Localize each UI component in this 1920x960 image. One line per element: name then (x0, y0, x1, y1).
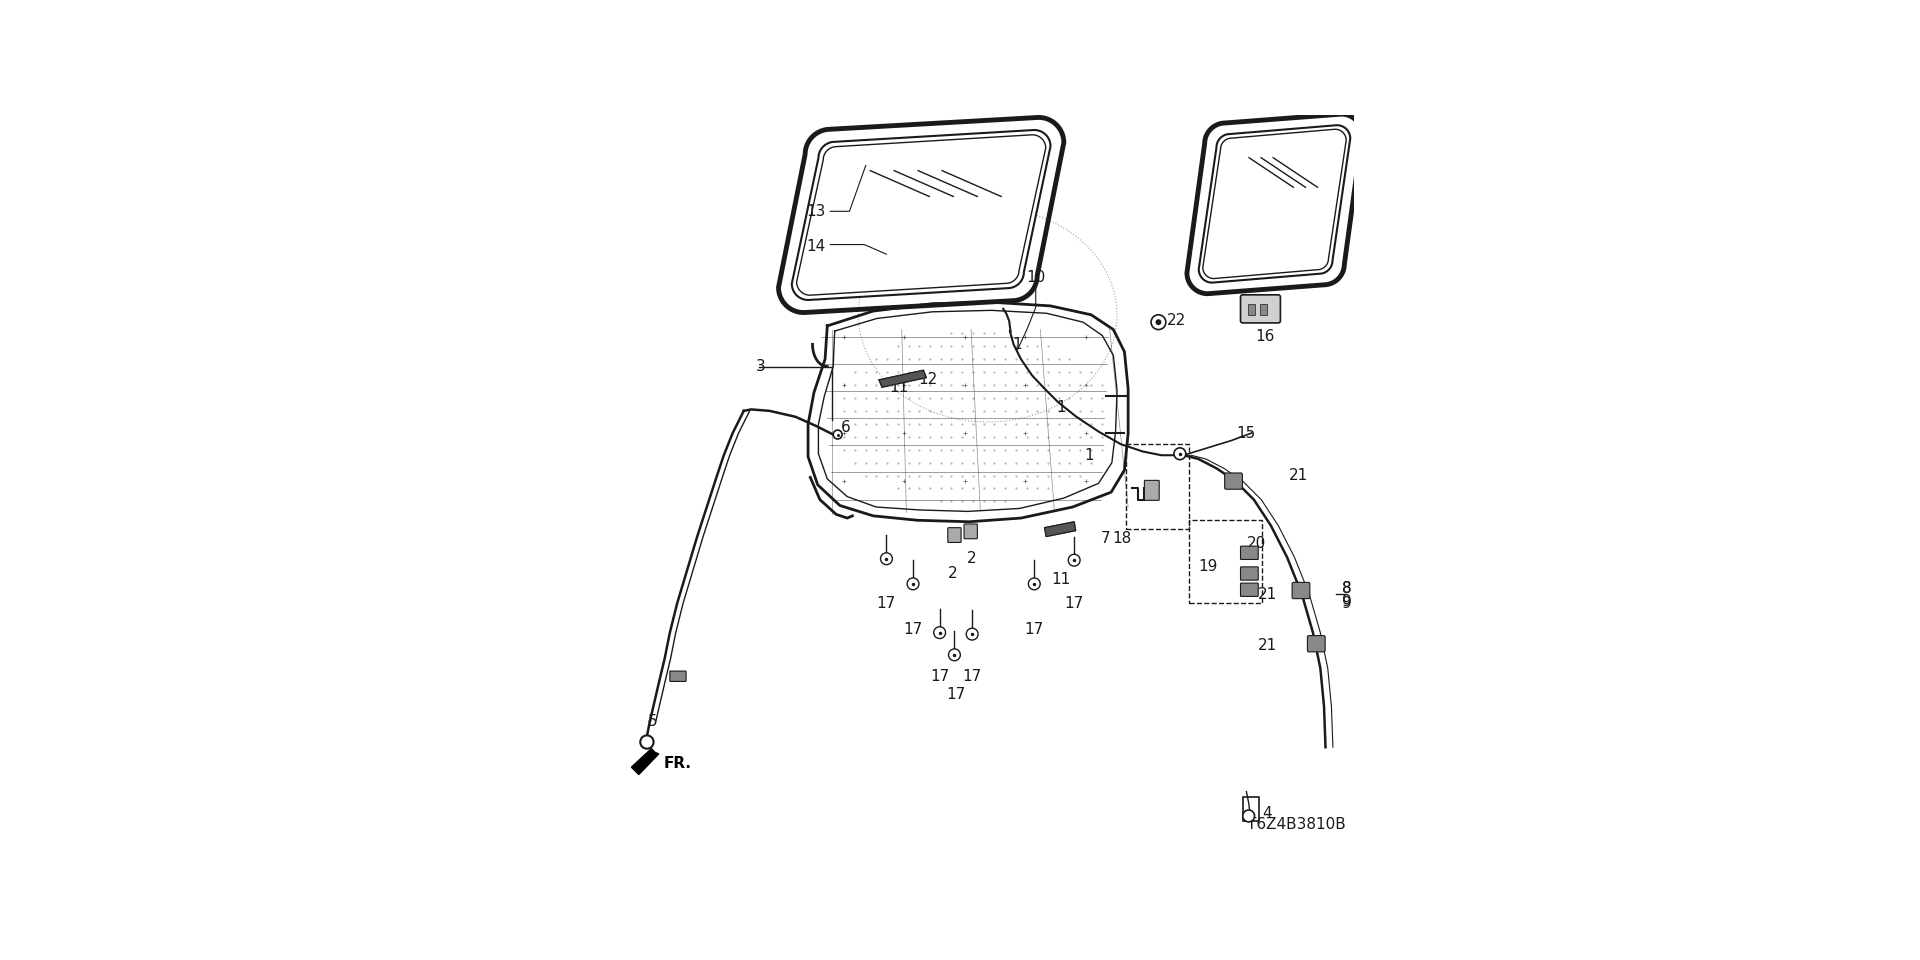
FancyBboxPatch shape (964, 524, 977, 539)
Text: 12: 12 (918, 372, 937, 387)
Text: 9: 9 (1342, 595, 1352, 611)
Text: 10: 10 (1025, 271, 1044, 285)
Text: 21: 21 (1258, 587, 1277, 602)
FancyBboxPatch shape (1144, 480, 1160, 500)
Text: 11: 11 (889, 380, 908, 395)
Text: 14: 14 (806, 239, 826, 254)
Circle shape (1156, 320, 1162, 325)
Text: 1: 1 (1056, 399, 1066, 415)
FancyBboxPatch shape (1240, 583, 1258, 596)
Polygon shape (1044, 522, 1075, 537)
Text: 15: 15 (1236, 425, 1256, 441)
Text: 17: 17 (1025, 622, 1044, 637)
FancyBboxPatch shape (670, 671, 685, 682)
Text: 4: 4 (1261, 806, 1271, 821)
Text: 8: 8 (1342, 581, 1352, 596)
FancyBboxPatch shape (1240, 546, 1258, 560)
Circle shape (948, 649, 960, 660)
Text: 17: 17 (877, 595, 897, 611)
Polygon shape (632, 749, 659, 775)
Circle shape (833, 430, 843, 439)
Text: 3: 3 (756, 359, 766, 374)
Text: 16: 16 (1256, 329, 1275, 345)
Text: 18: 18 (1112, 531, 1131, 545)
Text: 17: 17 (1064, 595, 1083, 611)
Circle shape (1242, 810, 1254, 822)
FancyBboxPatch shape (1240, 295, 1281, 323)
Text: 9: 9 (1342, 594, 1352, 609)
Text: 1: 1 (1012, 337, 1021, 352)
Text: 5: 5 (649, 714, 659, 729)
Bar (1260, 304, 1267, 315)
Text: 21: 21 (1258, 638, 1277, 654)
Text: 7: 7 (1100, 531, 1110, 545)
Polygon shape (1198, 125, 1350, 282)
Circle shape (906, 578, 920, 589)
Text: 19: 19 (1198, 559, 1217, 574)
FancyBboxPatch shape (1225, 473, 1242, 490)
Text: 13: 13 (806, 204, 826, 219)
Circle shape (1029, 578, 1041, 589)
Text: 2: 2 (968, 551, 977, 566)
Circle shape (639, 735, 653, 749)
Circle shape (881, 553, 893, 564)
Text: 17: 17 (904, 622, 924, 637)
Circle shape (933, 627, 945, 638)
FancyBboxPatch shape (1308, 636, 1325, 652)
Circle shape (1068, 554, 1081, 566)
Text: 8: 8 (1342, 581, 1352, 596)
Text: 2: 2 (948, 566, 958, 581)
FancyBboxPatch shape (1240, 566, 1258, 580)
Circle shape (1173, 447, 1187, 460)
Text: 17: 17 (947, 687, 966, 702)
Text: FR.: FR. (664, 756, 691, 771)
FancyBboxPatch shape (1292, 583, 1309, 599)
Text: T6Z4B3810B: T6Z4B3810B (1248, 817, 1346, 832)
Text: 17: 17 (962, 669, 981, 684)
Polygon shape (791, 130, 1050, 300)
Text: 22: 22 (1167, 313, 1187, 328)
Text: 17: 17 (929, 669, 948, 684)
Circle shape (966, 628, 977, 640)
FancyBboxPatch shape (948, 528, 962, 542)
Text: 21: 21 (1288, 468, 1308, 484)
Circle shape (1152, 315, 1165, 329)
Text: 6: 6 (841, 420, 851, 436)
Polygon shape (879, 371, 925, 387)
Text: 20: 20 (1246, 537, 1265, 551)
Text: 1: 1 (1085, 447, 1094, 463)
Bar (1248, 304, 1256, 315)
Text: 11: 11 (1052, 572, 1071, 587)
